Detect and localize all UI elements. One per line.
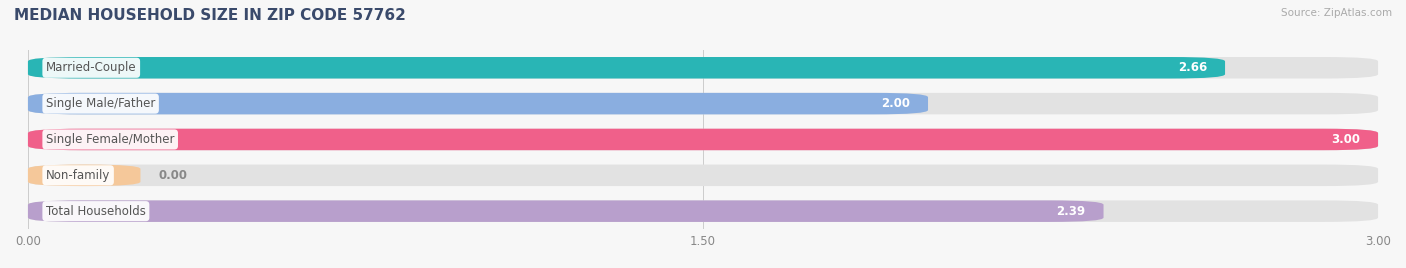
Text: MEDIAN HOUSEHOLD SIZE IN ZIP CODE 57762: MEDIAN HOUSEHOLD SIZE IN ZIP CODE 57762 xyxy=(14,8,406,23)
Text: 2.66: 2.66 xyxy=(1178,61,1206,74)
FancyBboxPatch shape xyxy=(28,200,1378,222)
Text: Non-family: Non-family xyxy=(46,169,110,182)
Text: Single Female/Mother: Single Female/Mother xyxy=(46,133,174,146)
Text: 0.00: 0.00 xyxy=(159,169,187,182)
Text: Source: ZipAtlas.com: Source: ZipAtlas.com xyxy=(1281,8,1392,18)
FancyBboxPatch shape xyxy=(28,93,928,114)
Text: Single Male/Father: Single Male/Father xyxy=(46,97,155,110)
FancyBboxPatch shape xyxy=(28,93,1378,114)
FancyBboxPatch shape xyxy=(28,200,1104,222)
Text: Total Households: Total Households xyxy=(46,205,146,218)
Text: 2.39: 2.39 xyxy=(1056,205,1085,218)
FancyBboxPatch shape xyxy=(28,129,1378,150)
FancyBboxPatch shape xyxy=(28,129,1378,150)
Text: Married-Couple: Married-Couple xyxy=(46,61,136,74)
FancyBboxPatch shape xyxy=(28,165,1378,186)
Text: 2.00: 2.00 xyxy=(882,97,910,110)
FancyBboxPatch shape xyxy=(28,57,1378,79)
Text: 3.00: 3.00 xyxy=(1331,133,1360,146)
FancyBboxPatch shape xyxy=(28,57,1225,79)
FancyBboxPatch shape xyxy=(28,165,141,186)
